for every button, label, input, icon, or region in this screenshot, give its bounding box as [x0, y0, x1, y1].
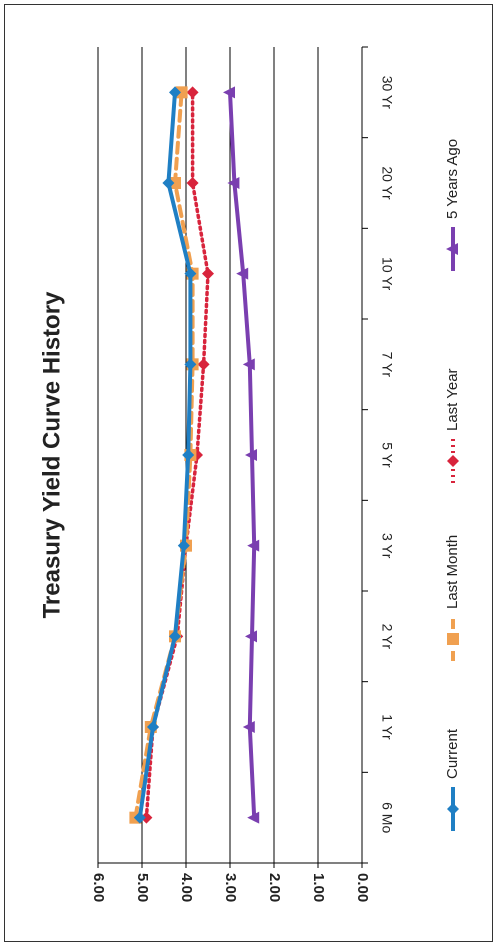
data-point: [162, 177, 175, 189]
legend-swatch-marker: [446, 243, 458, 255]
data-point: [175, 86, 188, 99]
text-layer: 0.00 1.00 2.00 3.00 4.00 5.00 6.00 6 Mo 1 Yr 2 Yr…: [38, 76, 395, 902]
chart-title: Treasury Yield Curve History: [38, 291, 65, 618]
data-point: [186, 86, 199, 99]
data-point: [245, 449, 257, 461]
data-point: [242, 721, 255, 733]
yield-curve-chart: 0.00 1.00 2.00 3.00 4.00 5.00 6.00 6 Mo 1 Yr 2 Yr…: [38, 46, 461, 902]
data-point: [182, 449, 195, 461]
value-tick-label: 4.00: [178, 873, 195, 902]
legend-item: 5 Years Ago: [444, 139, 461, 271]
category-label: 1 Yr: [379, 714, 395, 740]
legend-label: Last Year: [444, 368, 461, 431]
legend: Current Last Month Last Year 5 Years Ago: [444, 139, 461, 831]
data-point: [184, 358, 197, 371]
data-point: [245, 630, 257, 643]
data-point: [197, 358, 210, 371]
legend-item: Last Month: [444, 535, 461, 661]
value-tick-label: 3.00: [222, 873, 239, 902]
category-label: 3 Yr: [379, 533, 395, 559]
legend-swatch-marker: [447, 803, 459, 815]
legend-swatch-marker: [447, 455, 459, 467]
category-label: 30 Yr: [379, 76, 395, 110]
data-point: [247, 811, 260, 824]
data-point: [169, 177, 181, 189]
legend-label: Current: [444, 728, 461, 779]
legend-swatch-marker: [447, 633, 459, 645]
data-point: [223, 86, 235, 99]
data-point: [227, 177, 240, 189]
data-point: [242, 358, 255, 371]
category-label: 10 Yr: [379, 257, 395, 291]
data-point: [202, 267, 214, 280]
data-point: [177, 539, 190, 552]
data-point: [133, 811, 146, 824]
category-label: 7 Yr: [379, 352, 395, 378]
data-point: [147, 721, 159, 733]
legend-label: 5 Years Ago: [444, 139, 461, 219]
legend-item: Current: [444, 728, 461, 831]
value-tick-label: 0.00: [354, 873, 371, 902]
value-tick-label: 2.00: [266, 873, 283, 902]
category-label: 20 Yr: [379, 166, 395, 200]
data-point: [140, 811, 153, 824]
data-point: [169, 630, 181, 643]
category-label: 6 Mo: [379, 802, 395, 833]
series-5-years-ago: [223, 86, 260, 824]
data-point: [186, 177, 199, 189]
axis-layer: [97, 46, 368, 868]
series-layer: [129, 86, 260, 824]
chart-frame: 0.00 1.00 2.00 3.00 4.00 5.00 6.00 6 Mo 1 Yr 2 Yr…: [4, 4, 493, 942]
value-tick-label: 1.00: [310, 873, 327, 902]
grid-layer: [97, 47, 319, 863]
data-point: [184, 267, 197, 280]
category-label: 2 Yr: [379, 624, 395, 650]
value-tick-label: 5.00: [134, 873, 151, 902]
data-point: [247, 539, 260, 552]
category-label: 5 Yr: [379, 442, 395, 468]
value-tick-label: 6.00: [90, 873, 107, 902]
data-point: [236, 267, 249, 280]
data-point: [169, 86, 181, 99]
legend-item: Last Year: [444, 368, 461, 483]
legend-label: Last Month: [444, 535, 461, 609]
series-current: [133, 86, 197, 824]
